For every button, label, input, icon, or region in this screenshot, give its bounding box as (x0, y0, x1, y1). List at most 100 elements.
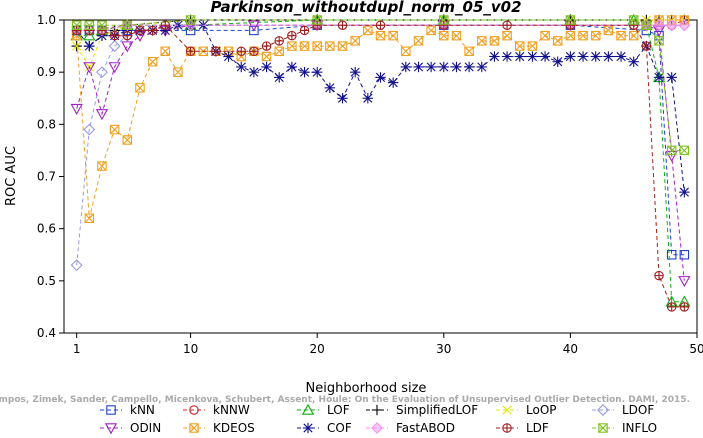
point-kdeos (590, 30, 601, 41)
legend-label-fastabod: FastABOD (396, 421, 455, 434)
y-tick-label: 0.5 (37, 274, 56, 288)
y-tick-label: 0.7 (37, 170, 56, 184)
point-kdeos (173, 67, 183, 77)
series-line-ldof (76, 24, 685, 266)
y-axis-label: ROC AUC (4, 146, 19, 206)
series-line-lof (76, 19, 685, 303)
point-kdeos (464, 46, 474, 57)
point-kdeos (261, 51, 272, 62)
point-kdeos (147, 56, 158, 67)
point-cof (501, 51, 513, 62)
point-inflo (565, 15, 576, 25)
point-ldf (261, 41, 272, 51)
x-tick-label: 1 (73, 342, 81, 356)
point-inflo (97, 20, 107, 30)
y-tick-label: 1.0 (37, 13, 56, 27)
point-kdeos (337, 41, 348, 51)
legend-marker-lof (301, 403, 315, 415)
legend-marker-knnw (189, 405, 199, 415)
point-kdeos (439, 30, 449, 41)
point-inflo (641, 20, 652, 30)
point-ldf (236, 46, 246, 57)
legend-marker-odin (104, 423, 118, 435)
point-knn (679, 250, 690, 260)
point-kdeos (628, 30, 639, 41)
legend-marker-kdeos (189, 423, 199, 433)
point-cof (312, 66, 323, 78)
legend-label-knn: kNN (130, 403, 155, 417)
point-cof (413, 61, 424, 73)
legend-marker-ldof (597, 404, 609, 416)
legend-label-ldf: LDF (526, 421, 549, 434)
point-kdeos (312, 41, 322, 51)
legend-marker-loop (502, 405, 512, 415)
point-inflo (122, 20, 133, 30)
point-ldf (135, 25, 145, 36)
point-kdeos (578, 30, 588, 41)
x-tick-label: 40 (563, 342, 578, 356)
point-kdeos (325, 41, 335, 51)
point-cof (324, 82, 336, 94)
point-inflo (679, 145, 690, 156)
point-kdeos (603, 25, 614, 36)
point-odin (247, 20, 261, 32)
point-cof (349, 66, 361, 78)
point-cof (476, 61, 487, 73)
point-odin (678, 276, 691, 288)
legend-label-inflo: INFLO (622, 421, 657, 434)
point-knn (666, 250, 677, 260)
point-kdeos (287, 41, 297, 51)
legend-label-odin: ODIN (130, 421, 161, 434)
point-cof (653, 72, 665, 83)
point-ldf (97, 25, 107, 36)
point-inflo (312, 15, 322, 25)
point-kdeos (540, 30, 550, 41)
point-cof (552, 56, 563, 67)
point-kdeos (350, 36, 360, 46)
point-inflo (84, 20, 95, 30)
x-tick-label: 50 (689, 342, 703, 356)
point-ldf (287, 30, 297, 41)
legend-item-loop: LoOP (496, 403, 557, 417)
point-kdeos (413, 36, 424, 46)
point-ldf (312, 20, 322, 30)
legend-item-simplifiedlof: SimplifiedLOF (366, 403, 478, 417)
point-cof (489, 51, 500, 62)
y-tick-label: 0.8 (37, 117, 56, 131)
point-cof (425, 61, 437, 73)
legend-item-ldf: LDF (496, 421, 549, 435)
point-kdeos (616, 30, 626, 41)
point-ldf (628, 20, 639, 30)
point-kdeos (426, 25, 436, 36)
series-line-cof (76, 24, 685, 193)
legend-label-simplifiedlof: SimplifiedLOF (396, 403, 478, 417)
point-cof (223, 51, 234, 62)
point-kdeos (515, 41, 525, 51)
point-ldf (71, 25, 82, 36)
legend-item-fastabod: FastABOD (366, 421, 455, 435)
legend-marker-simplifiedlof (371, 404, 383, 416)
point-ldf (147, 25, 158, 36)
point-ldf (439, 20, 449, 30)
watermark-text: Campos, Zimek, Sander, Campello, Micenko… (0, 395, 690, 405)
point-loop (72, 41, 82, 51)
point-ldof (70, 259, 83, 272)
point-kdeos (477, 36, 487, 46)
point-kdeos (299, 41, 310, 51)
legend-label-ldof: LDOF (622, 403, 654, 417)
point-ldf (679, 302, 690, 312)
legend-marker-inflo (598, 423, 608, 433)
x-tick-label: 10 (183, 342, 198, 356)
point-inflo (439, 15, 449, 25)
point-kdeos (135, 83, 145, 93)
point-cof (337, 93, 348, 104)
legend-item-odin: ODIN (100, 421, 161, 435)
point-ldf (337, 20, 348, 30)
point-ldof (108, 40, 121, 53)
point-cof (387, 77, 399, 88)
point-cof (438, 61, 449, 73)
point-kdeos (552, 36, 563, 46)
point-fastabod (665, 19, 678, 32)
point-kdeos (84, 213, 95, 223)
point-odin (121, 41, 134, 53)
